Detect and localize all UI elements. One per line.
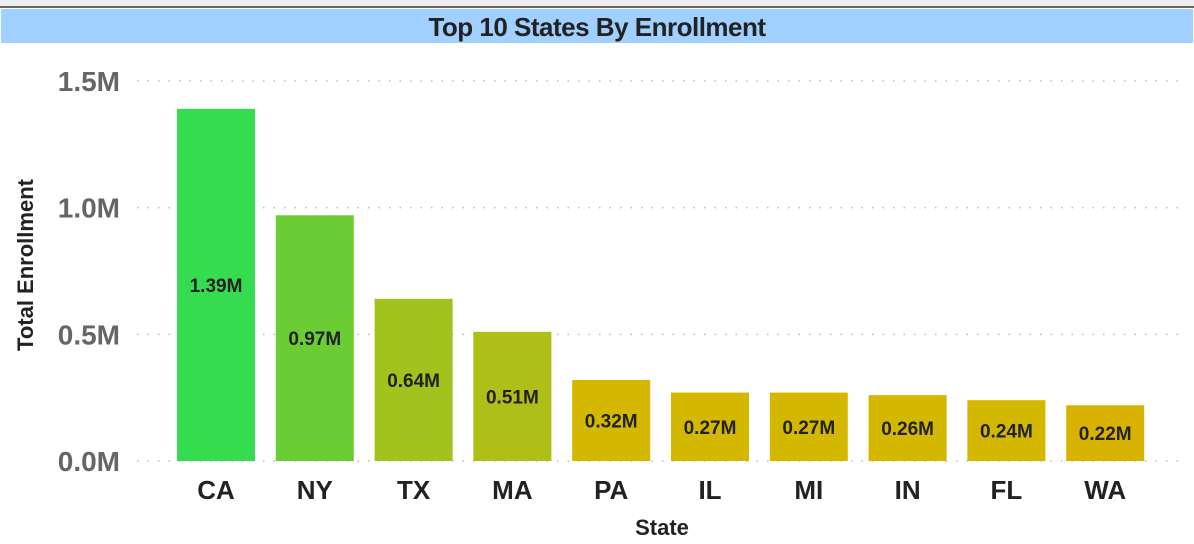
x-tick-label: CA [197,475,235,505]
x-tick-label: IN [895,475,921,505]
bar-ny [275,215,354,461]
data-label: 0.27M [684,418,737,439]
bar-ma [473,331,552,461]
y-axis-title: Total Enrollment [13,178,38,351]
bar-fl [967,400,1046,461]
chart-title: Top 10 States By Enrollment [1,9,1193,43]
data-label: 0.27M [782,418,835,439]
bar-mi [769,392,848,461]
data-label: 0.97M [288,329,341,350]
x-tick-label: MA [492,475,533,505]
data-label: 0.24M [980,422,1033,443]
data-label: 0.22M [1079,424,1132,445]
x-tick-label: TX [397,475,431,505]
x-tick-label: NY [297,475,333,505]
data-label: 1.39M [190,276,243,297]
x-tick-label: PA [594,475,628,505]
y-tick-label: 0.5M [58,319,120,350]
bar-wa [1066,405,1145,461]
y-tick-label: 0.0M [58,446,120,477]
x-axis-title: State [635,515,689,540]
x-tick-label: FL [991,475,1023,505]
x-tick-label: WA [1084,475,1126,505]
bar-in [868,395,947,461]
y-tick-label: 1.0M [58,193,120,224]
data-label: 0.64M [387,371,440,392]
x-tick-label: IL [698,475,721,505]
data-label: 0.26M [881,419,934,440]
x-tick-label: MI [794,475,823,505]
window-border [0,0,1194,8]
bar-ca [177,108,255,461]
bar-pa [572,379,651,461]
bar-tx [374,298,453,461]
data-label: 0.32M [585,411,638,432]
y-tick-label: 1.5M [58,66,120,97]
data-label: 0.51M [486,387,539,408]
bar-il [671,392,749,461]
